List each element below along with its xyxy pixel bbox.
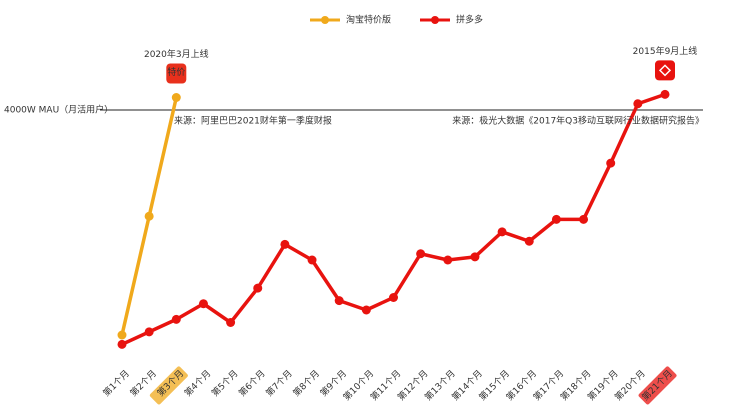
data-point bbox=[551, 214, 561, 224]
data-point bbox=[633, 99, 643, 109]
x-tick: 第1个月 bbox=[100, 367, 132, 399]
legend-dot bbox=[431, 16, 439, 24]
data-point bbox=[389, 293, 398, 302]
launch-annotation: 2015年9月上线 bbox=[633, 45, 698, 57]
data-point bbox=[253, 283, 263, 293]
data-point bbox=[606, 158, 616, 168]
x-tick: 第21个月 bbox=[638, 366, 677, 405]
data-point bbox=[443, 255, 453, 265]
x-tick: 第7个月 bbox=[263, 367, 295, 399]
source-note: 来源：阿里巴巴2021财年第一季度财报 bbox=[174, 115, 332, 127]
data-point bbox=[226, 318, 236, 327]
source-note: 来源：极光大数据《2017年Q3移动互联网行业数据研究报告》 bbox=[452, 115, 704, 127]
data-point bbox=[117, 330, 127, 340]
app-icon-mark bbox=[658, 64, 672, 77]
legend-label: 淘宝特价版 bbox=[346, 14, 391, 26]
reference-label: 4000W MAU（月活用户） bbox=[4, 104, 113, 116]
data-point bbox=[280, 239, 290, 249]
x-tick-label: 第7个月 bbox=[263, 367, 295, 399]
data-point bbox=[171, 314, 181, 324]
data-point bbox=[470, 252, 480, 262]
data-point bbox=[524, 236, 534, 246]
x-tick-label: 第6个月 bbox=[236, 367, 268, 399]
x-tick-highlight bbox=[149, 366, 188, 405]
data-point bbox=[117, 339, 127, 349]
data-point bbox=[171, 93, 181, 102]
x-tick: 第5个月 bbox=[209, 367, 241, 399]
legend-dot bbox=[321, 16, 329, 24]
data-point bbox=[144, 327, 154, 337]
x-tick: 第6个月 bbox=[236, 367, 268, 399]
data-point bbox=[579, 214, 589, 224]
data-point bbox=[307, 255, 317, 265]
x-tick-label: 第4个月 bbox=[182, 367, 214, 399]
x-tick: 第3个月 bbox=[149, 366, 188, 405]
data-point bbox=[198, 299, 208, 309]
x-tick: 第4个月 bbox=[182, 367, 214, 399]
data-point bbox=[144, 211, 154, 221]
data-point bbox=[361, 305, 371, 315]
x-tick-highlight bbox=[638, 366, 677, 405]
data-point bbox=[334, 296, 344, 306]
app-icon bbox=[166, 63, 187, 84]
x-tick-label: 第3个月 bbox=[155, 367, 187, 399]
app-icon-text: 特价 bbox=[167, 66, 185, 78]
data-point bbox=[660, 89, 670, 99]
data-point bbox=[416, 249, 426, 259]
x-tick-label: 第8个月 bbox=[290, 367, 322, 399]
x-tick: 第8个月 bbox=[290, 367, 322, 399]
legend-label: 拼多多 bbox=[456, 14, 483, 26]
data-point bbox=[497, 227, 507, 237]
launch-annotation: 2020年3月上线 bbox=[144, 48, 209, 60]
x-tick-label: 第5个月 bbox=[209, 367, 241, 399]
x-tick-label: 第1个月 bbox=[100, 367, 132, 399]
app-icon bbox=[655, 60, 675, 81]
